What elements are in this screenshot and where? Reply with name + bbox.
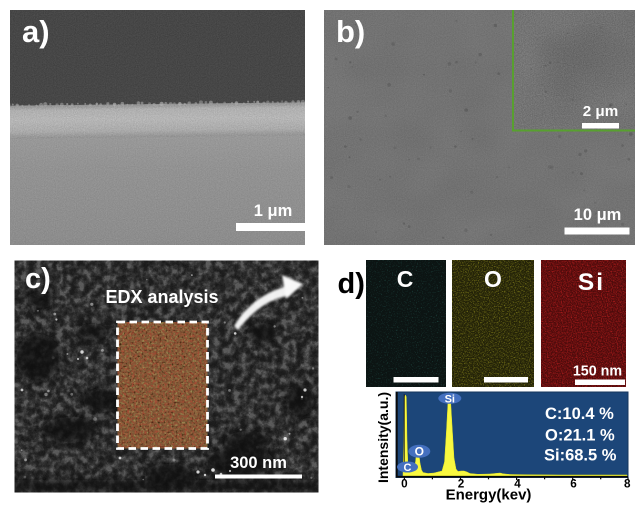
svg-text:10 μm: 10 μm — [574, 206, 622, 224]
svg-text:0: 0 — [401, 478, 408, 491]
svg-text:C: C — [397, 266, 414, 292]
svg-text:2: 2 — [458, 478, 465, 491]
svg-text:O:21.1 %: O:21.1 % — [545, 427, 615, 445]
svg-text:C: C — [404, 462, 412, 474]
svg-text:O: O — [484, 266, 502, 292]
svg-text:c): c) — [25, 263, 51, 295]
svg-text:300 nm: 300 nm — [230, 454, 287, 472]
svg-text:1 μm: 1 μm — [254, 202, 293, 220]
svg-text:EDX analysis: EDX analysis — [105, 287, 218, 307]
svg-text:Si:68.5 %: Si:68.5 % — [544, 447, 617, 465]
svg-text:d): d) — [338, 268, 365, 300]
svg-text:150 nm: 150 nm — [573, 364, 622, 380]
svg-text:b): b) — [336, 14, 365, 49]
svg-text:6: 6 — [570, 478, 577, 491]
svg-text:8: 8 — [624, 478, 631, 491]
svg-text:C:10.4 %: C:10.4 % — [545, 405, 614, 423]
svg-text:Si: Si — [445, 393, 455, 405]
svg-text:2 μm: 2 μm — [583, 103, 618, 120]
svg-text:Si: Si — [578, 269, 605, 296]
svg-text:a): a) — [22, 14, 50, 49]
svg-text:O: O — [415, 445, 424, 459]
svg-text:Intensity(a.u.): Intensity(a.u.) — [375, 392, 391, 483]
svg-text:4: 4 — [514, 478, 521, 491]
svg-text:Energy(kev): Energy(kev) — [446, 487, 532, 504]
